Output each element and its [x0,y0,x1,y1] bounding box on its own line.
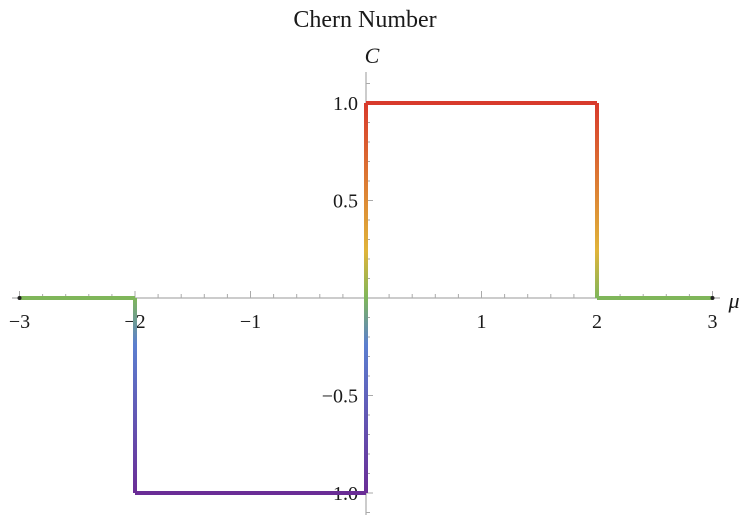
x-tick-label: 1 [477,311,487,333]
chart-title: Chern Number [293,7,436,33]
x-tick-label: 3 [708,311,718,333]
x-tick-label: −3 [9,311,30,333]
y-tick-label: −0.5 [322,386,358,408]
series-endpoint [710,296,715,300]
series-layer [17,101,715,495]
y-tick-label: 1.0 [333,93,358,115]
y-axis-label: C [365,43,380,68]
series-endpoint [17,296,22,300]
x-tick-label: 2 [592,311,602,333]
ticks [19,83,713,513]
x-tick-label: −1 [240,311,261,333]
x-axis-label: μ [727,288,739,313]
y-tick-label: 0.5 [333,191,358,213]
